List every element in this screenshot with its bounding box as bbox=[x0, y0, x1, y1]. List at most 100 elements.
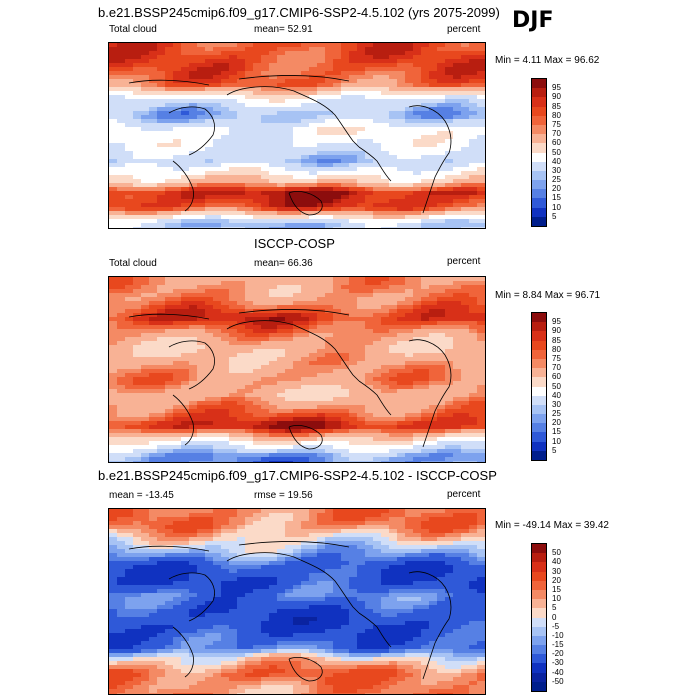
field-cell bbox=[221, 317, 230, 322]
field-cell bbox=[261, 103, 270, 108]
field-cell bbox=[285, 297, 294, 302]
field-cell bbox=[429, 63, 438, 68]
field-cell bbox=[245, 349, 254, 354]
field-cell bbox=[437, 345, 446, 350]
field-cell bbox=[141, 107, 150, 112]
field-cell bbox=[157, 147, 166, 152]
field-cell bbox=[189, 413, 198, 418]
field-cell bbox=[133, 111, 142, 116]
field-cell bbox=[173, 123, 182, 128]
field-cell bbox=[293, 211, 302, 216]
field-cell bbox=[477, 409, 485, 414]
field-cell bbox=[261, 143, 270, 148]
field-cell bbox=[333, 357, 342, 362]
field-cell bbox=[293, 385, 302, 390]
panel2-left-label: Total cloud bbox=[109, 258, 157, 269]
field-cell bbox=[237, 135, 246, 140]
field-cell bbox=[373, 297, 382, 302]
field-cell bbox=[413, 51, 422, 56]
field-cell bbox=[213, 79, 222, 84]
field-cell bbox=[229, 55, 238, 60]
field-cell bbox=[405, 43, 414, 48]
field-cell bbox=[341, 333, 350, 338]
field-cell bbox=[469, 171, 478, 176]
field-cell bbox=[181, 191, 190, 196]
field-cell bbox=[269, 119, 278, 124]
field-cell bbox=[413, 147, 422, 152]
field-cell bbox=[125, 513, 134, 518]
field-cell bbox=[357, 357, 366, 362]
field-cell bbox=[381, 191, 390, 196]
field-cell bbox=[189, 417, 198, 422]
field-cell bbox=[397, 441, 406, 446]
field-cell bbox=[197, 313, 206, 318]
field-cell bbox=[349, 437, 358, 442]
field-cell bbox=[309, 433, 318, 438]
field-cell bbox=[125, 317, 134, 322]
coastline bbox=[226, 86, 360, 148]
field-cell bbox=[149, 91, 158, 96]
field-cell bbox=[469, 227, 478, 228]
field-cell bbox=[277, 87, 286, 92]
field-cell bbox=[429, 301, 438, 306]
field-cell bbox=[437, 509, 446, 514]
field-cell bbox=[477, 147, 485, 152]
field-cell bbox=[333, 325, 342, 330]
field-cell bbox=[365, 55, 374, 60]
field-cell bbox=[301, 131, 310, 136]
field-cell bbox=[149, 321, 158, 326]
field-cell bbox=[205, 529, 214, 534]
field-cell bbox=[325, 293, 334, 298]
field-cell bbox=[213, 461, 222, 462]
field-cell bbox=[237, 457, 246, 462]
field-cell bbox=[173, 79, 182, 84]
field-cell bbox=[453, 159, 462, 164]
field-cell bbox=[125, 175, 134, 180]
field-cell bbox=[141, 63, 150, 68]
field-cell bbox=[469, 537, 478, 542]
field-cell bbox=[165, 79, 174, 84]
field-cell bbox=[357, 397, 366, 402]
field-cell bbox=[429, 111, 438, 116]
field-cell bbox=[141, 417, 150, 422]
field-cell bbox=[461, 405, 470, 410]
field-cell bbox=[477, 151, 485, 156]
field-cell bbox=[365, 405, 374, 410]
field-cell bbox=[437, 183, 446, 188]
field-cell bbox=[333, 309, 342, 314]
field-cell bbox=[141, 329, 150, 334]
field-cell bbox=[477, 453, 485, 458]
field-cell bbox=[445, 285, 454, 290]
field-cell bbox=[269, 313, 278, 318]
field-cell bbox=[277, 373, 286, 378]
field-cell bbox=[357, 95, 366, 100]
field-cell bbox=[381, 321, 390, 326]
field-cell bbox=[181, 409, 190, 414]
field-cell bbox=[229, 441, 238, 446]
field-cell bbox=[445, 337, 454, 342]
field-cell bbox=[365, 51, 374, 56]
field-cell bbox=[189, 55, 198, 60]
field-cell bbox=[349, 329, 358, 334]
field-cell bbox=[389, 369, 398, 374]
field-cell bbox=[197, 453, 206, 458]
field-cell bbox=[405, 219, 414, 224]
field-cell bbox=[205, 207, 214, 212]
field-cell bbox=[469, 83, 478, 88]
field-cell bbox=[261, 297, 270, 302]
field-cell bbox=[437, 305, 446, 310]
field-cell bbox=[229, 529, 238, 534]
field-cell bbox=[269, 179, 278, 184]
field-cell bbox=[341, 71, 350, 76]
field-cell bbox=[445, 349, 454, 354]
field-cell bbox=[365, 159, 374, 164]
field-cell bbox=[333, 75, 342, 80]
field-cell bbox=[373, 325, 382, 330]
field-cell bbox=[285, 51, 294, 56]
field-cell bbox=[397, 187, 406, 192]
field-cell bbox=[341, 541, 350, 546]
colorbar-swatch bbox=[532, 143, 546, 153]
field-cell bbox=[221, 135, 230, 140]
field-cell bbox=[421, 175, 430, 180]
field-cell bbox=[149, 429, 158, 434]
